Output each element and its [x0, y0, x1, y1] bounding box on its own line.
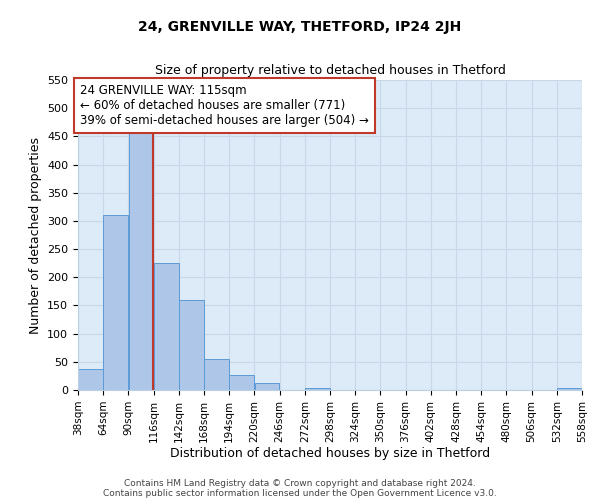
- Bar: [305, 388, 330, 390]
- Text: 24 GRENVILLE WAY: 115sqm
← 60% of detached houses are smaller (771)
39% of semi-: 24 GRENVILLE WAY: 115sqm ← 60% of detach…: [80, 84, 369, 127]
- Bar: [557, 388, 582, 390]
- Text: Contains public sector information licensed under the Open Government Licence v3: Contains public sector information licen…: [103, 488, 497, 498]
- Y-axis label: Number of detached properties: Number of detached properties: [29, 136, 41, 334]
- Bar: [254, 383, 280, 390]
- Bar: [128, 132, 154, 390]
- Bar: [179, 300, 204, 390]
- Text: 24, GRENVILLE WAY, THETFORD, IP24 2JH: 24, GRENVILLE WAY, THETFORD, IP24 2JH: [139, 20, 461, 34]
- Bar: [103, 214, 128, 390]
- X-axis label: Distribution of detached houses by size in Thetford: Distribution of detached houses by size …: [170, 448, 490, 460]
- Bar: [78, 368, 103, 390]
- Bar: [154, 262, 179, 390]
- Title: Size of property relative to detached houses in Thetford: Size of property relative to detached ho…: [155, 64, 505, 78]
- Bar: [229, 376, 254, 390]
- Text: Contains HM Land Registry data © Crown copyright and database right 2024.: Contains HM Land Registry data © Crown c…: [124, 478, 476, 488]
- Bar: [204, 359, 229, 390]
